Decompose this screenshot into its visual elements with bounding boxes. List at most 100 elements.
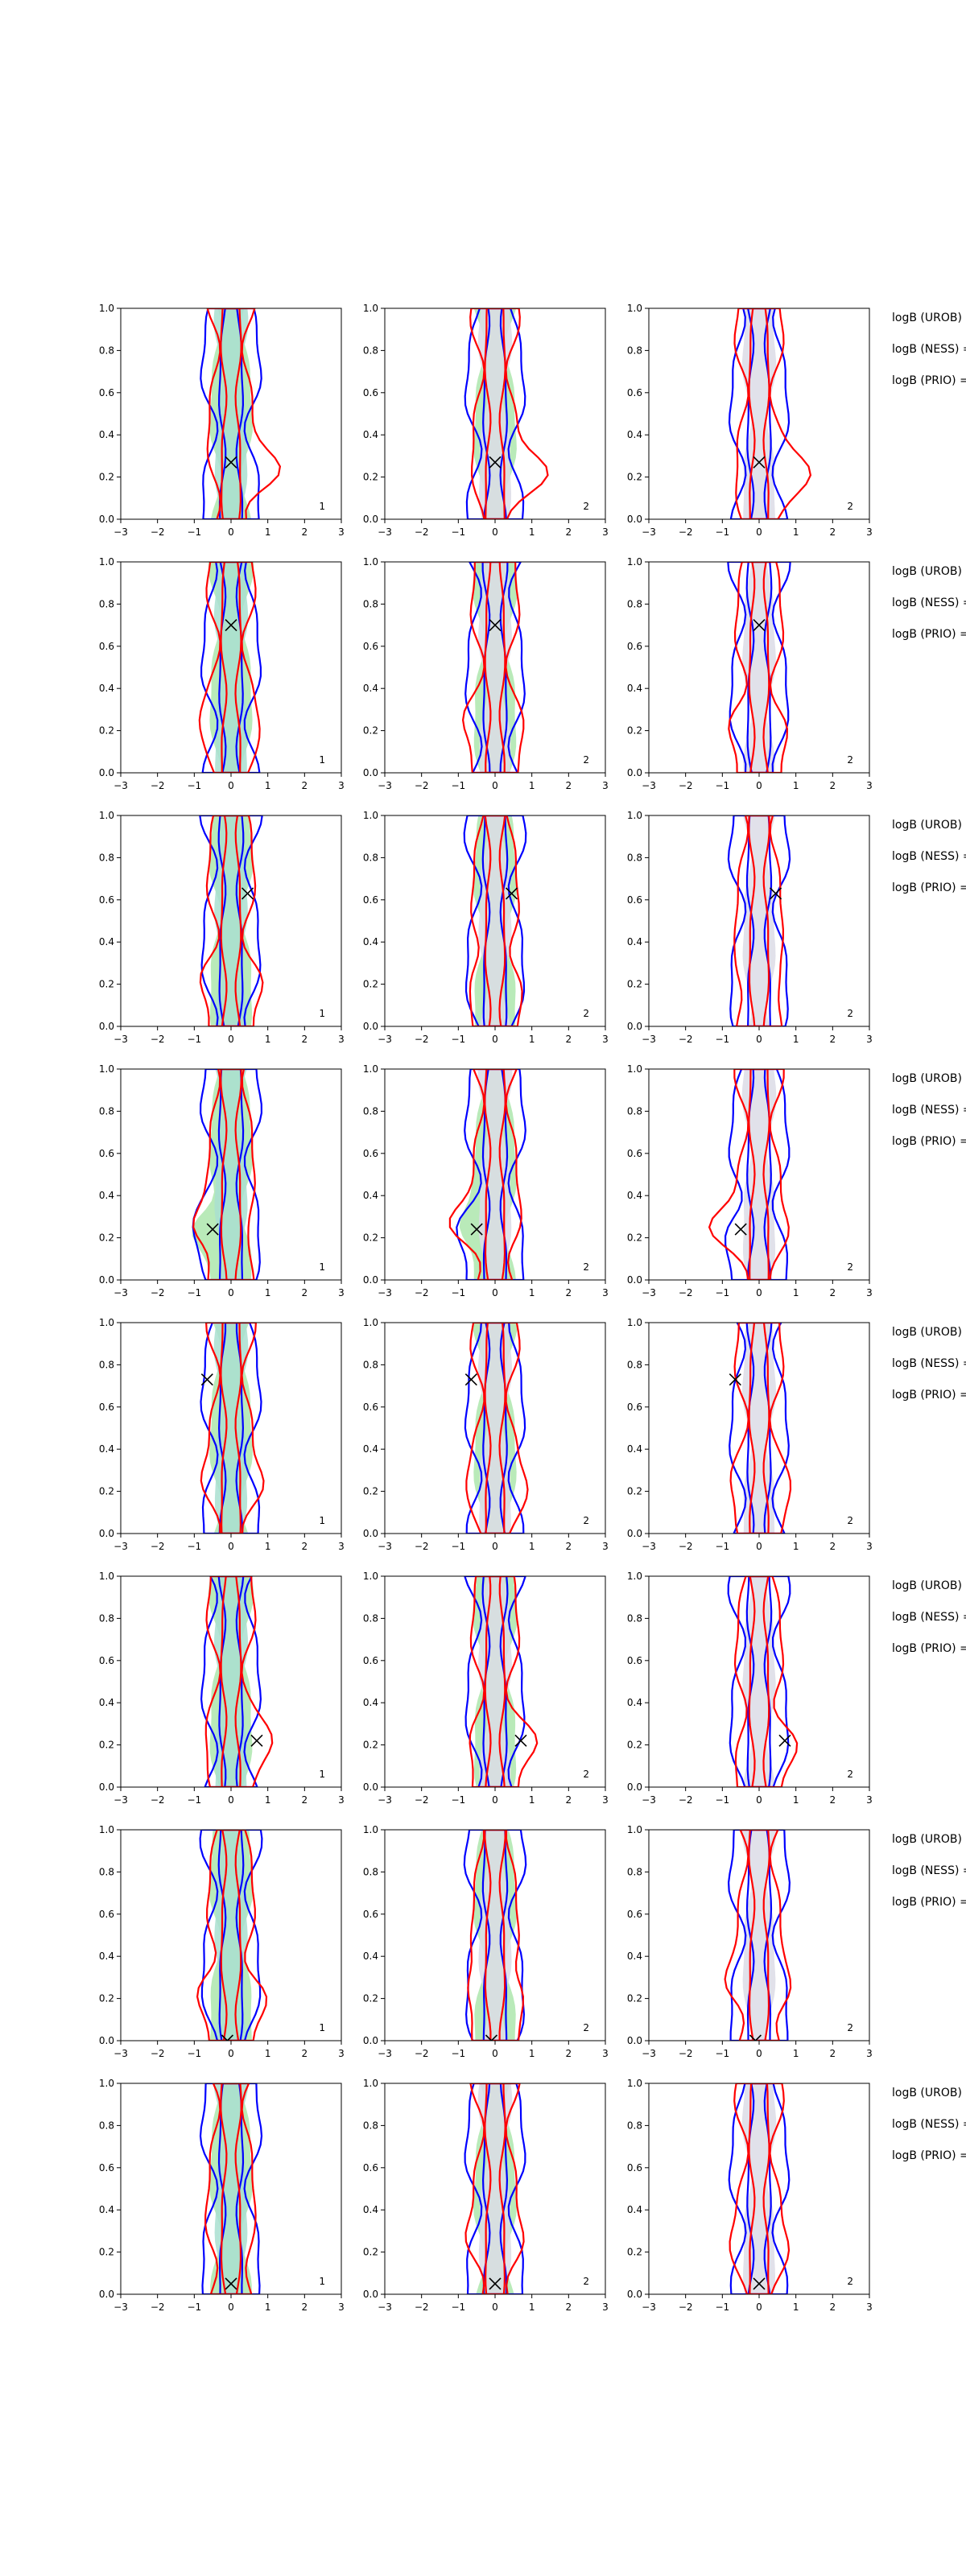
x-tick-label: 0 (228, 526, 234, 538)
y-tick-label: 0.8 (363, 1612, 378, 1624)
y-tick-label: 0.2 (363, 1232, 378, 1244)
x-tick-label: 3 (338, 1541, 345, 1552)
y-tick-label: 0.8 (363, 598, 378, 609)
y-tick-label: 0.6 (99, 387, 114, 398)
panel-corner-label: 2 (583, 1008, 589, 1019)
y-tick-label: 0.8 (99, 598, 114, 609)
blue-outer-contour (200, 1323, 262, 1534)
side-label: logB (UROB) = (892, 1833, 966, 1846)
x-tick-label: −3 (378, 1541, 392, 1552)
red-outer-contour (729, 2083, 791, 2294)
x-tick-label: −1 (715, 1794, 729, 1806)
y-tick-label: 0.4 (627, 1951, 642, 1962)
x-tick-label: 1 (265, 526, 271, 538)
x-tick-label: 1 (529, 2301, 535, 2313)
panel-r4-c3: −3 −2 −1 0 1 2 3 0.0 0.2 0.4 0.6 0.8 1.0 2 (627, 1063, 873, 1298)
y-tick-label: 0.4 (627, 1697, 642, 1708)
red-outer-contour (196, 1830, 268, 2041)
x-tick-label: 2 (302, 1034, 308, 1045)
x-tick-label: 2 (830, 1794, 836, 1806)
panel-corner-label: 1 (319, 1261, 325, 1273)
x-tick-label: 0 (492, 1287, 498, 1298)
blue-outer-contour (728, 2083, 791, 2294)
blue-inner-contour (482, 1323, 508, 1534)
x-tick-label: −3 (114, 1794, 128, 1806)
red-inner-contour (220, 815, 242, 1026)
x-tick-label: 0 (228, 2301, 234, 2313)
inner-density-fill (741, 308, 777, 519)
red-outer-contour (724, 1830, 792, 2041)
x-tick-label: −2 (415, 1541, 429, 1552)
x-tick-label: 2 (830, 1034, 836, 1045)
y-tick-label: 0.2 (627, 472, 642, 483)
x-tick-label: −2 (151, 2048, 165, 2059)
side-label: logB (UROB) = (892, 2087, 966, 2099)
x-tick-label: −2 (679, 1034, 693, 1045)
truth-marker (206, 1223, 219, 1236)
red-inner-contour (484, 562, 506, 773)
x-tick-label: 1 (529, 2048, 535, 2059)
red-inner-contour (220, 308, 242, 519)
y-tick-label: 0.0 (363, 1274, 378, 1286)
red-inner-contour (484, 308, 506, 519)
truth-marker (729, 1373, 741, 1386)
red-inner-contour (484, 2083, 506, 2294)
blue-inner-contour (746, 2083, 772, 2294)
truth-marker (769, 887, 782, 900)
x-tick-label: −3 (642, 2048, 656, 2059)
y-tick-label: 0.2 (363, 1740, 378, 1751)
y-tick-label: 0.8 (99, 1612, 114, 1624)
x-tick-label: −2 (415, 526, 429, 538)
y-tick-label: 1.0 (627, 1063, 642, 1075)
y-tick-label: 0.2 (99, 1232, 114, 1244)
panel-corner-label: 2 (847, 1515, 853, 1526)
y-tick-label: 0.2 (99, 2247, 114, 2258)
red-inner-contour (484, 1069, 506, 1280)
y-tick-label: 0.0 (627, 1274, 642, 1286)
x-tick-label: −2 (679, 2048, 693, 2059)
x-tick-label: −3 (378, 780, 392, 791)
y-tick-label: 1.0 (99, 810, 114, 821)
blue-outer-contour (199, 815, 263, 1026)
blue-outer-contour (200, 562, 262, 773)
red-outer-contour (729, 1323, 792, 1534)
red-inner-contour (484, 1576, 506, 1787)
side-label: logB (UROB) = (892, 819, 966, 832)
x-tick-label: 2 (830, 1541, 836, 1552)
truth-marker (514, 1734, 527, 1747)
x-tick-label: 2 (302, 780, 308, 791)
x-tick-label: −2 (679, 1287, 693, 1298)
y-tick-label: 0.0 (363, 1528, 378, 1539)
panel-r1-c2: −3 −2 −1 0 1 2 3 0.0 0.2 0.4 0.6 0.8 1.0 2 (363, 303, 609, 538)
panel-r7-c2: −3 −2 −1 0 1 2 3 0.0 0.2 0.4 0.6 0.8 1.0 2 (363, 1824, 609, 2059)
x-tick-label: 3 (866, 780, 873, 791)
side-label: logB (PRIO) = (892, 881, 966, 894)
x-tick-label: −1 (451, 1541, 465, 1552)
red-inner-contour (483, 1830, 507, 2041)
x-tick-label: −1 (451, 2301, 465, 2313)
y-tick-label: 0.0 (363, 2289, 378, 2300)
y-tick-label: 0.8 (627, 598, 642, 609)
x-tick-label: −1 (187, 526, 201, 538)
y-tick-label: 0.4 (99, 429, 114, 440)
x-tick-label: −3 (378, 1794, 392, 1806)
y-tick-label: 0.8 (99, 1866, 114, 1877)
x-tick-label: 2 (302, 2048, 308, 2059)
side-label: logB (UROB) = (892, 1326, 966, 1339)
y-tick-label: 0.6 (99, 641, 114, 652)
y-tick-label: 0.6 (627, 387, 642, 398)
blue-inner-contour (745, 1830, 773, 2041)
x-tick-label: −3 (378, 526, 392, 538)
y-tick-label: 0.8 (99, 345, 114, 356)
x-tick-label: −1 (187, 1034, 201, 1045)
blue-outer-contour (727, 815, 791, 1026)
side-label: logB (PRIO) = (892, 2149, 966, 2162)
red-outer-contour (469, 815, 523, 1026)
y-tick-label: 0.8 (99, 1359, 114, 1370)
y-tick-label: 0.2 (99, 979, 114, 990)
x-tick-label: 1 (793, 1287, 799, 1298)
blue-outer-contour (727, 562, 791, 773)
panel-r8-c2: −3 −2 −1 0 1 2 3 0.0 0.2 0.4 0.6 0.8 1.0 2 (363, 2078, 609, 2313)
y-tick-label: 0.2 (363, 725, 378, 737)
red-outer-contour (733, 1576, 799, 1787)
